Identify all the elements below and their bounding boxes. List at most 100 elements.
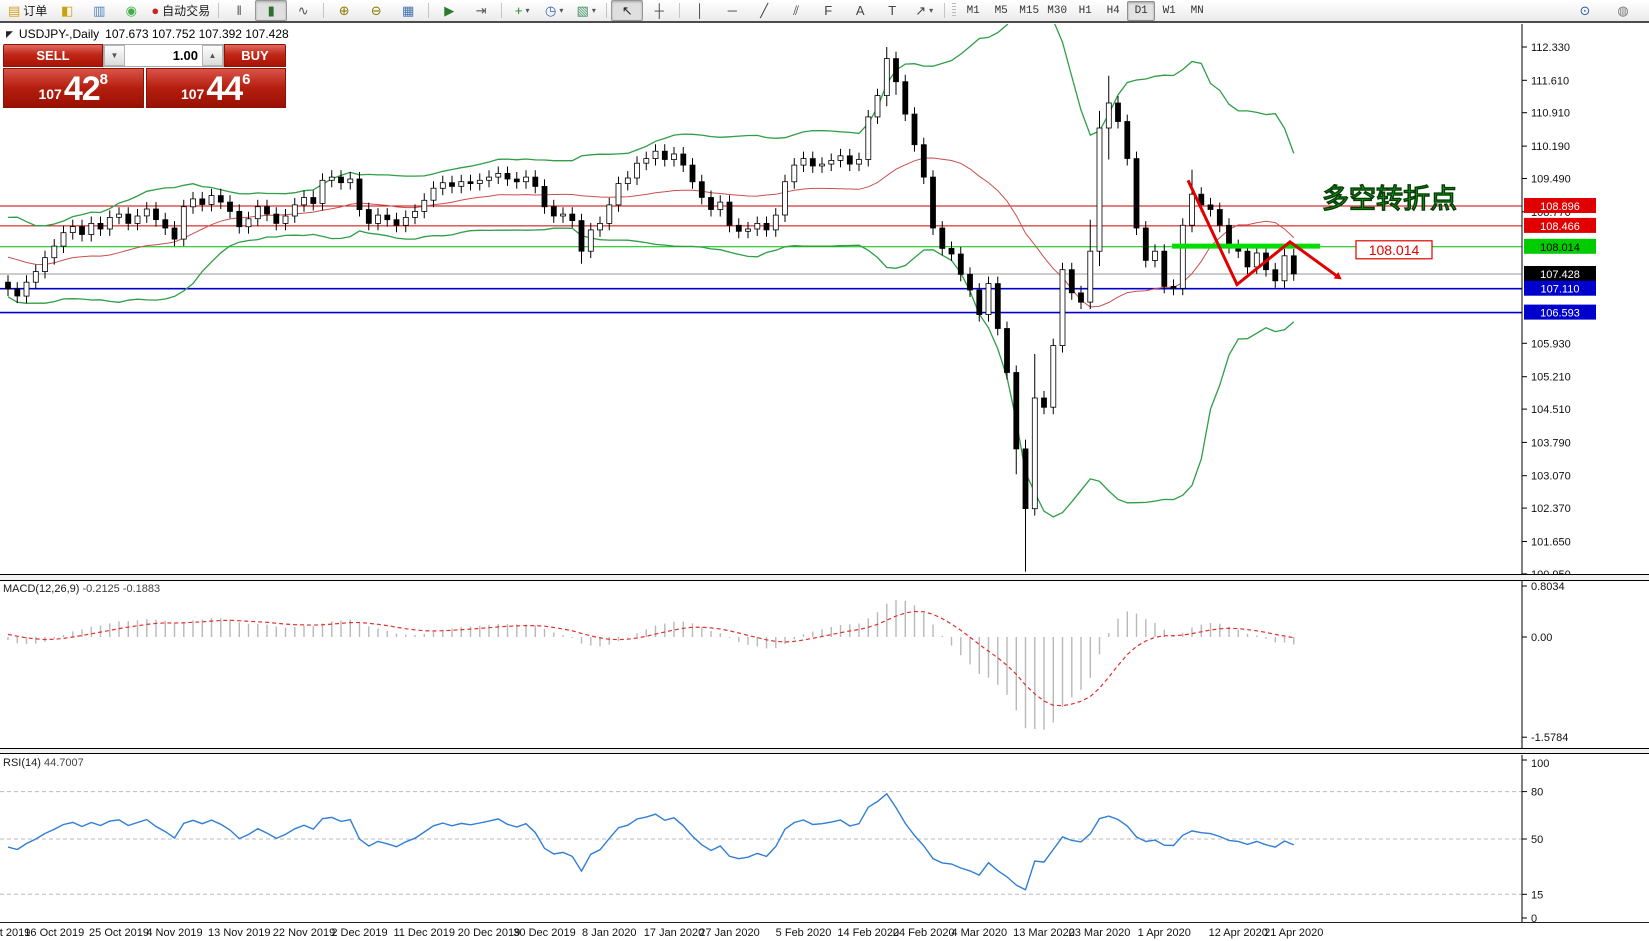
bollinger-lower-band (7, 227, 1295, 518)
autotrading-button[interactable]: ● 自动交易 (147, 0, 214, 21)
tile-windows-button[interactable]: ▦ (392, 0, 424, 21)
vertical-line-button[interactable]: │ (684, 0, 716, 21)
market-watch-icon-glyph: ◧ (61, 2, 74, 18)
timeframe-d1[interactable]: D1 (1127, 0, 1156, 21)
timeframe-m15[interactable]: M15 (1019, 4, 1040, 17)
main-price-chart[interactable]: 多空转折点 108.014 112.330 111.610 110.910 110.190… (0, 24, 1649, 574)
date-label: 4 Mar 2020 (951, 927, 1008, 939)
volume-increase-button[interactable]: ▲ (202, 45, 223, 66)
buy-price-display[interactable]: 107 44 6 (145, 68, 286, 108)
new-order-button-label: 订单 (23, 4, 48, 18)
tile-windows-glyph: ▦ (402, 2, 415, 18)
bollinger-upper-band (7, 24, 1295, 227)
rsi-line (7, 792, 1295, 891)
svg-text:105.930: 105.930 (1531, 338, 1571, 350)
data-window-icon-glyph: ▥ (93, 2, 106, 18)
chevron-down-icon: ▾ (559, 6, 564, 15)
fibonacci-button[interactable]: F (812, 0, 844, 21)
turning-point-annotation-text[interactable]: 多空转折点 (1322, 183, 1458, 215)
auto-scroll-button[interactable]: ▶ (433, 0, 465, 21)
timeframe-m5[interactable]: M5 (994, 4, 1008, 17)
date-label: 16 Oct 2019 (24, 927, 85, 939)
new-chart-glyph: + (514, 3, 523, 18)
trendline-button[interactable]: ╱ (748, 0, 780, 21)
auto-scroll-glyph: ▶ (444, 2, 455, 18)
new-order-button[interactable]: ▤ 订单 (4, 0, 51, 21)
horizontal-level-lines (0, 205, 1522, 314)
chevron-down-icon: ▾ (591, 6, 596, 15)
timeframe-h1[interactable]: H1 (1078, 4, 1092, 17)
svg-text:100: 100 (1531, 758, 1549, 770)
volume-decrease-button[interactable]: ▼ (104, 45, 125, 66)
svg-text:105.210: 105.210 (1531, 372, 1571, 384)
panel-separator[interactable] (0, 574, 1649, 581)
level-price-label-text: 108.014 (1369, 242, 1420, 258)
horizontal-line-button[interactable]: ─ (716, 0, 748, 21)
date-label: Oct 2019 (0, 927, 31, 939)
date-label: 5 Feb 2020 (775, 927, 832, 939)
toolbar: ▤ 订单 ◧ ▥ ◉ ● 自动交易 ‖ ▮ ∿ ⊕ ⊖ ▦ ▶ ⇥ + ▾ ◷ ▾ ▧ ▾ ↖ ┼ │ ─ ╱ ⫽ F A T ↗ ▾ M1 M5… (0, 0, 1649, 21)
toolbar-separator (323, 3, 325, 18)
navigator-icon[interactable]: ◉ (115, 0, 147, 21)
crosshair-button[interactable]: ┼ (643, 0, 675, 21)
search-icon[interactable]: ⊙ (1579, 2, 1591, 18)
market-watch-icon[interactable]: ◧ (51, 0, 83, 21)
volume-input[interactable] (125, 45, 202, 66)
line-chart-glyph: ∿ (297, 2, 309, 18)
candlestick-chart-button[interactable]: ▮ (255, 0, 288, 21)
ohlc-toggle-icon[interactable]: ◤ (6, 28, 13, 39)
timeframe-m30[interactable]: M30 (1047, 4, 1068, 17)
arrows-button[interactable]: ↗ ▾ (908, 0, 940, 21)
timeframe-mn[interactable]: MN (1190, 4, 1204, 17)
zoom-in-button[interactable]: ⊕ (328, 0, 360, 21)
cursor-button[interactable]: ↖ (611, 0, 644, 21)
svg-text:104.510: 104.510 (1531, 404, 1571, 416)
level-price-label-box[interactable] (1355, 240, 1433, 260)
chat-icon[interactable]: ◍ (1617, 2, 1629, 18)
buy-button[interactable]: BUY (224, 44, 286, 67)
arrowhead-icon (1333, 272, 1342, 280)
chart-shift-button[interactable]: ⇥ (465, 0, 497, 21)
text-label-button[interactable]: T (876, 0, 908, 21)
zoom-out-button[interactable]: ⊖ (360, 0, 392, 21)
svg-text:111.610: 111.610 (1531, 75, 1569, 87)
projection-zigzag-arrow[interactable] (1186, 179, 1337, 287)
chevron-down-icon: ▾ (525, 6, 530, 15)
bar-chart-button[interactable]: ‖ (223, 0, 255, 21)
chart-shift-glyph: ⇥ (475, 2, 487, 18)
trendline-glyph: ╱ (760, 2, 769, 18)
macd-indicator-panel: 0.8034 0.00 -1.5784 (7, 581, 1568, 749)
sell-price-display[interactable]: 107 42 8 (3, 68, 144, 108)
panel-separator[interactable] (0, 748, 1649, 754)
macd-label: MACD(12,26,9) -0.2125 -0.1883 (3, 583, 161, 595)
channel-button[interactable]: ⫽ (780, 0, 812, 21)
svg-text:109.490: 109.490 (1531, 174, 1571, 186)
periods-button[interactable]: ◷ ▾ (538, 0, 570, 21)
channel-glyph: ⫽ (793, 2, 800, 18)
buy-price-pips: 44 (206, 70, 243, 108)
timeframe-w1[interactable]: W1 (1162, 4, 1176, 17)
line-chart-button[interactable]: ∿ (287, 0, 319, 21)
svg-text:106.593: 106.593 (1540, 308, 1580, 320)
data-window-icon[interactable]: ▥ (83, 0, 115, 21)
volume-stepper: ▼ ▲ (103, 44, 224, 67)
macd-axis-ticks: 0.8034 0.00 -1.5784 (1522, 581, 1568, 744)
new-chart-button[interactable]: + ▾ (506, 0, 538, 21)
text-button[interactable]: A (844, 0, 876, 21)
svg-text:0.00: 0.00 (1531, 632, 1552, 644)
templates-button[interactable]: ▧ ▾ (570, 0, 602, 21)
svg-text:108.896: 108.896 (1540, 201, 1580, 213)
timeframe-h4[interactable]: H4 (1106, 4, 1120, 17)
cursor-glyph: ↖ (621, 2, 633, 18)
fibonacci-glyph: F (824, 3, 833, 18)
svg-text:-1.5784: -1.5784 (1531, 732, 1568, 744)
date-label: 22 Nov 2019 (272, 927, 336, 939)
panel-separator (0, 922, 1649, 923)
chart-ohlc-values: 107.673 107.752 107.392 107.428 (105, 27, 289, 41)
sell-button[interactable]: SELL (3, 44, 103, 67)
chart-title: ◤ USDJPY-,Daily 107.673 107.752 107.392 … (6, 27, 289, 41)
timeframe-m1[interactable]: M1 (966, 4, 980, 17)
date-label: 30 Dec 2019 (513, 927, 576, 939)
